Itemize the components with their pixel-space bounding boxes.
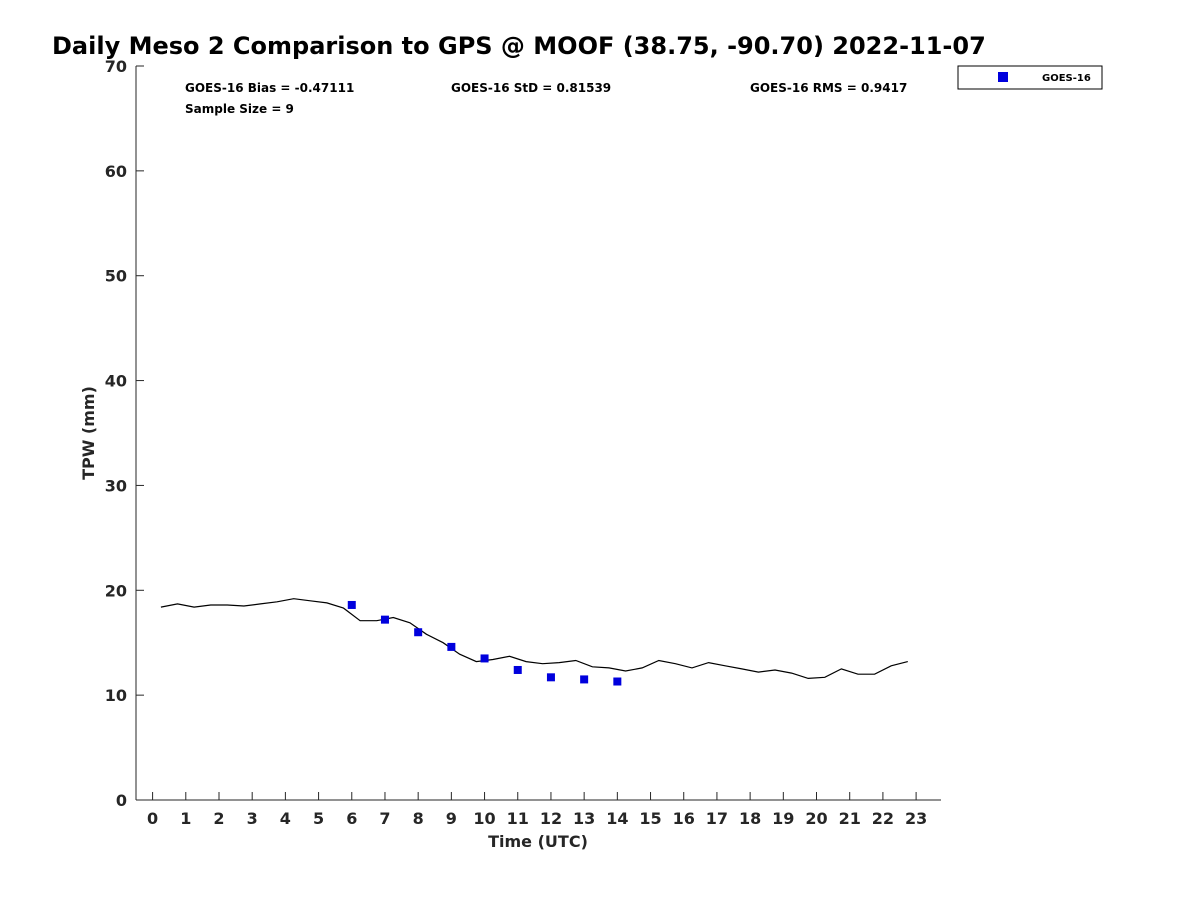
y-tick-label: 60	[105, 162, 127, 181]
x-tick-label: 22	[872, 809, 894, 828]
x-tick-label: 1	[180, 809, 191, 828]
x-tick-label: 10	[473, 809, 495, 828]
x-tick-label: 19	[772, 809, 794, 828]
y-tick-label: 40	[105, 372, 127, 391]
goes16-point	[480, 654, 489, 663]
x-tick-label: 9	[446, 809, 457, 828]
x-tick-label: 20	[805, 809, 827, 828]
x-tick-label: 13	[573, 809, 595, 828]
axes	[135, 66, 941, 801]
goes16-point	[613, 677, 622, 686]
goes16-point	[380, 615, 389, 624]
x-tick-label: 5	[313, 809, 324, 828]
x-tick-label: 21	[839, 809, 861, 828]
x-tick-label: 15	[639, 809, 661, 828]
x-tick-label: 17	[706, 809, 728, 828]
goes16-point	[580, 675, 589, 684]
bias-stat: GOES-16 Bias = -0.47111	[185, 81, 354, 95]
goes16-point	[414, 628, 423, 637]
y-tick-label: 0	[116, 791, 127, 810]
x-tick-label: 14	[606, 809, 628, 828]
goes16-point	[546, 673, 555, 682]
x-tick-label: 3	[247, 809, 258, 828]
legend-marker-goes16	[998, 72, 1008, 82]
y-axis-label: TPW (mm)	[79, 386, 98, 480]
y-tick-label: 70	[105, 57, 127, 76]
goes16-point	[347, 600, 356, 609]
x-tick-label: 2	[213, 809, 224, 828]
x-tick-label: 16	[673, 809, 695, 828]
legend-box	[957, 65, 1103, 90]
goes16-point	[513, 665, 522, 674]
legend: GOES-16	[957, 65, 1103, 90]
sample-size-stat: Sample Size = 9	[185, 102, 294, 116]
x-tick-label: 18	[739, 809, 761, 828]
std-stat: GOES-16 StD = 0.81539	[451, 81, 611, 95]
x-tick-label: 0	[147, 809, 158, 828]
x-tick-label: 11	[507, 809, 529, 828]
x-tick-label: 4	[280, 809, 291, 828]
x-tick-label: 23	[905, 809, 927, 828]
rms-stat: GOES-16 RMS = 0.9417	[750, 81, 907, 95]
legend-label-goes16: GOES-16	[1042, 73, 1091, 84]
x-tick-label: 12	[540, 809, 562, 828]
x-tick-label: 6	[346, 809, 357, 828]
x-axis-ticks: 0 1 2 3 4 5 6 7 8 9 10 11 12 13 14 15 16 17 18 19 20 21 22 23	[147, 792, 927, 828]
y-axis-ticks: 0 10 20 30 40 50 60 70	[105, 57, 144, 810]
y-tick-label: 50	[105, 267, 127, 286]
x-tick-label: 7	[379, 809, 390, 828]
x-axis-label: Time (UTC)	[488, 832, 588, 851]
chart-title: Daily Meso 2 Comparison to GPS @ MOOF (3…	[52, 32, 986, 60]
y-tick-label: 20	[105, 581, 127, 600]
series-layer	[160, 598, 908, 686]
gps-tpw-line	[160, 598, 908, 680]
x-tick-label: 8	[413, 809, 424, 828]
goes16-point	[447, 642, 456, 651]
y-tick-label: 30	[105, 476, 127, 495]
y-tick-label: 10	[105, 686, 127, 705]
